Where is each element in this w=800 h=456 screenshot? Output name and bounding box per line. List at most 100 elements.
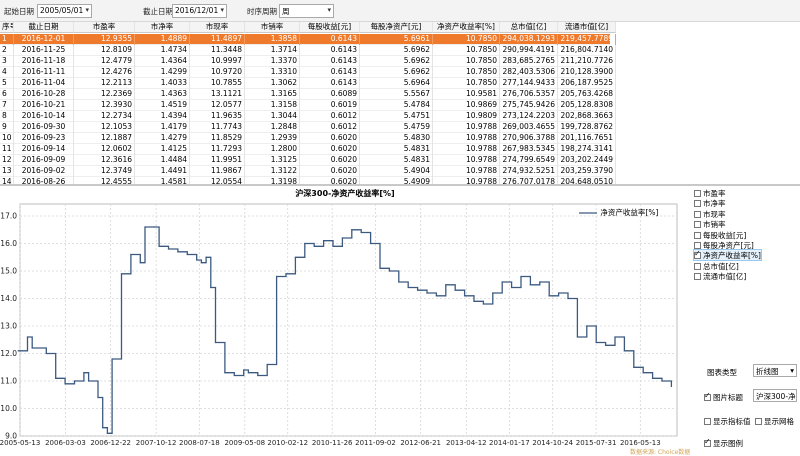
column-header[interactable]: 每股收益[元]: [300, 22, 360, 33]
indicator-option[interactable]: 市净率: [694, 198, 726, 208]
table-cell: 11.7293: [190, 144, 245, 155]
table-cell: 5.4830: [360, 133, 433, 144]
column-header[interactable]: 市销率: [245, 22, 300, 33]
data-point: [247, 372, 249, 374]
period-value: 周: [282, 7, 290, 16]
column-header[interactable]: 总市值[亿]: [500, 22, 558, 33]
show-indicator-checkbox[interactable]: [704, 418, 711, 425]
indicator-option[interactable]: 市现率: [694, 209, 726, 219]
indicator-checkbox[interactable]: [694, 190, 701, 197]
indicator-option[interactable]: 净资产收益率[%]: [693, 249, 762, 262]
indicator-checkbox[interactable]: [694, 262, 701, 270]
table-cell: 206,187.9525: [558, 78, 616, 89]
column-header[interactable]: 市净率: [135, 22, 190, 33]
indicator-checkbox[interactable]: [694, 231, 701, 239]
show-legend-checkbox[interactable]: [704, 437, 711, 447]
y-tick-label: 17.0: [0, 212, 17, 221]
column-header[interactable]: 截止日期: [14, 22, 74, 33]
table-cell: 11.3448: [190, 45, 245, 56]
table-cell: 1.4179: [135, 122, 190, 133]
table-header-row: 序号截止日期市盈率市净率市现率市销率每股收益[元]每股净资产[元]净资产收益率[…: [0, 22, 616, 33]
indicator-checkbox[interactable]: [694, 249, 701, 260]
table-cell: 12.4779: [74, 56, 135, 67]
table-row[interactable]: 8 2016-10-14 12.2734 1.4394 11.9635 1.3044 0.6…: [0, 111, 616, 122]
data-point: [26, 336, 29, 338]
dropdown-arrow-icon: ▾: [790, 366, 794, 375]
table-row[interactable]: 3 2016-11-18 12.4779 1.4364 10.9997 1.3370 0.6…: [0, 56, 616, 67]
data-point: [464, 295, 466, 297]
table-row[interactable]: 7 2016-10-21 12.3930 1.4519 12.0577 1.3158 0.6…: [0, 100, 616, 111]
table-cell: 1.4491: [135, 166, 190, 177]
column-header[interactable]: 流通市值[亿]: [558, 22, 616, 33]
pic-title-input[interactable]: 沪深300-净: [753, 389, 797, 402]
indicator-label: 市净率: [703, 199, 726, 209]
table-row[interactable]: 6 2016-10-28 12.2369 1.4363 13.1121 1.3165 0.6…: [0, 89, 616, 100]
table-cell: 11.9951: [190, 155, 245, 166]
table-cell: 10.9788: [433, 155, 500, 166]
end-date-picker[interactable]: 2016/12/01 ▾: [172, 4, 227, 18]
data-table[interactable]: 序号截止日期市盈率市净率市现率市销率每股收益[元]每股净资产[元]净资产收益率[…: [0, 22, 800, 186]
table-row[interactable]: 1 2016-12-01 12.9355 1.4889 11.4897 1.3858 0.6…: [0, 34, 616, 45]
data-point: [200, 262, 202, 264]
legend-label: 净资产收益率[%]: [600, 208, 659, 217]
data-point: [341, 237, 343, 239]
table-row[interactable]: 14 2016-08-26 12.4555 1.4581 12.0554 1.3198 0.…: [0, 177, 616, 184]
show-grid-checkbox[interactable]: [755, 418, 762, 425]
data-point: [158, 245, 160, 247]
data-point: [144, 226, 146, 228]
table-row[interactable]: 5 2016-11-04 12.2113 1.4033 10.7855 1.3062 0.6…: [0, 78, 616, 89]
indicator-option[interactable]: 每股收益[元]: [694, 230, 746, 240]
show-indicator-option[interactable]: 显示指标值: [704, 416, 751, 427]
indicator-checkbox[interactable]: [694, 273, 701, 281]
column-header[interactable]: 市现率: [190, 22, 245, 33]
table-row[interactable]: 12 2016-09-09 12.3616 1.4484 11.9951 1.3125 0.…: [0, 155, 616, 166]
table-cell: 198,274.3141: [558, 144, 616, 155]
table-cell: 10.9788: [433, 133, 500, 144]
indicator-checkbox[interactable]: [694, 200, 701, 208]
table-row[interactable]: 2 2016-11-25 12.8109 1.4734 11.3448 1.3714 0.6…: [0, 45, 616, 56]
table-cell: 5.4831: [360, 144, 433, 155]
column-header[interactable]: 净资产收益率[%]: [433, 22, 500, 33]
data-point: [501, 281, 503, 283]
show-grid-option[interactable]: 显示网格: [755, 416, 794, 427]
indicator-option[interactable]: 市盈率: [694, 188, 726, 198]
start-date-picker[interactable]: 2005/05/01 ▾: [37, 4, 92, 18]
x-tick-label: 2012-06-21: [400, 439, 441, 447]
table-row[interactable]: 9 2016-09-30 12.1053 1.4179 11.7743 1.2848 0.6…: [0, 122, 616, 133]
column-header[interactable]: 序号: [0, 22, 14, 33]
data-point: [417, 289, 419, 291]
indicator-label: 市现率: [703, 209, 726, 219]
table-cell: 201,116.7651: [558, 133, 616, 144]
table-cell: 294,038.1293: [500, 34, 558, 45]
table-cell: 1.4364: [135, 56, 190, 67]
period-select[interactable]: 周 ▾: [279, 4, 334, 18]
table-row[interactable]: 11 2016-09-14 12.0602 1.4125 11.7293 1.2800 0.…: [0, 144, 616, 155]
table-cell: 1.3310: [245, 67, 300, 78]
table-cell: 12.8109: [74, 45, 135, 56]
indicator-checkbox[interactable]: [694, 242, 701, 249]
data-point: [492, 292, 494, 294]
show-legend-option[interactable]: 显示图例: [704, 437, 743, 449]
indicator-option[interactable]: 市销率: [694, 219, 726, 229]
table-cell: 10.9809: [433, 111, 500, 122]
data-point: [605, 344, 607, 346]
table-row[interactable]: 10 2016-09-23 12.1887 1.4279 11.8529 1.2939 0.…: [0, 133, 616, 144]
table-cell: 12.2369: [74, 89, 135, 100]
indicator-option[interactable]: 每股净资产[元]: [694, 240, 754, 250]
indicator-checkbox[interactable]: [694, 221, 701, 229]
table-row[interactable]: 4 2016-11-11 12.4276 1.4299 10.9720 1.3310 0.6…: [0, 67, 616, 78]
data-point: [548, 295, 550, 297]
indicator-option[interactable]: 流通市值[亿]: [694, 271, 746, 281]
indicator-checkbox[interactable]: [694, 210, 701, 218]
table-cell: 270,906.3788: [500, 133, 558, 144]
column-header[interactable]: 每股净资产[元]: [360, 22, 433, 33]
column-header[interactable]: 市盈率: [74, 22, 135, 33]
pic-title-checkbox[interactable]: [704, 391, 711, 401]
table-cell: 0.6143: [300, 78, 360, 89]
pic-title-option[interactable]: 图片标题: [704, 391, 743, 403]
table-cell: 219,457.7789: [558, 34, 616, 45]
indicator-option[interactable]: 总市值[亿]: [694, 261, 739, 271]
chart-legend: 净资产收益率[%]: [578, 207, 658, 218]
chart-type-select[interactable]: 折线图 ▾: [753, 364, 797, 377]
table-row[interactable]: 13 2016-09-02 12.3749 1.4491 11.9867 1.3122 0.…: [0, 166, 616, 177]
